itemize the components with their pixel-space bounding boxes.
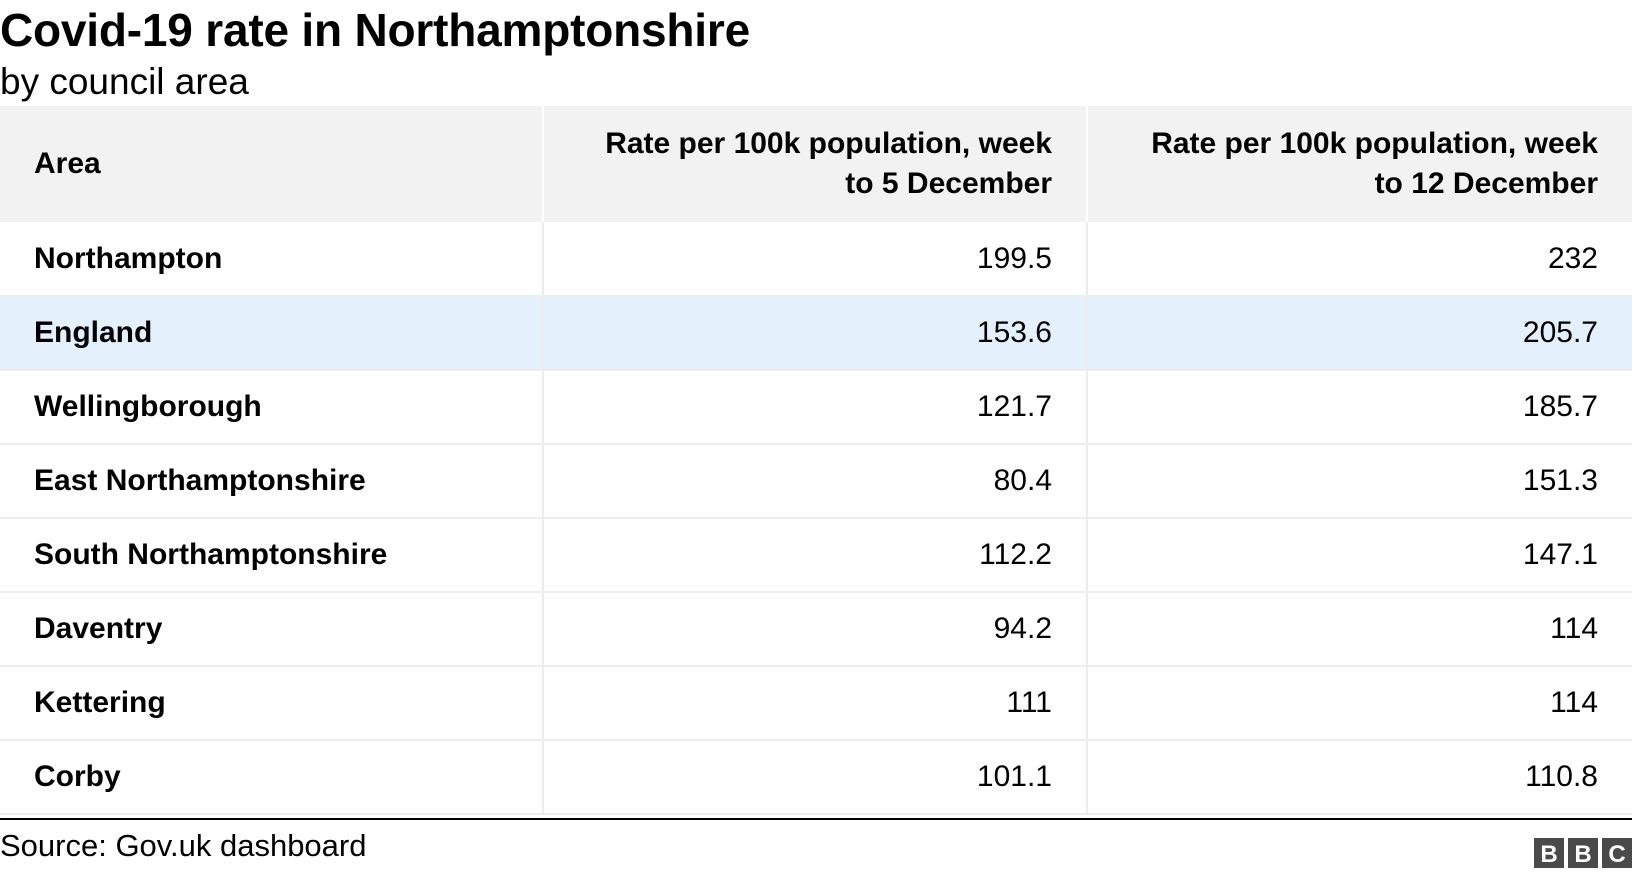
rate-week-12-dec-cell: 114 (1087, 666, 1632, 741)
rate-week-12-dec-cell: 147.1 (1087, 518, 1632, 593)
column-header-week-to-12-december: Rate per 100k population, week to 12 Dec… (1087, 106, 1632, 222)
rate-week-12-dec-cell: 114 (1087, 592, 1632, 667)
table-row: East Northamptonshire 80.4 151.3 (0, 444, 1632, 519)
rate-week-5-dec-cell: 153.6 (543, 296, 1088, 371)
area-cell: Northampton (0, 222, 544, 297)
source-note: Source: Gov.uk dashboard (0, 828, 367, 863)
svg-text:B: B (1540, 841, 1557, 868)
rate-week-5-dec-cell: 199.5 (543, 222, 1088, 297)
area-cell: Wellingborough (0, 370, 544, 445)
chart-subtitle: by council area (0, 61, 249, 102)
footer-divider (0, 818, 1632, 820)
chart-title: Covid-19 rate in Northamptonshire (0, 4, 750, 56)
bbc-logo-icon: B B C (1534, 838, 1632, 868)
rate-week-5-dec-cell: 121.7 (543, 370, 1088, 445)
area-cell: Daventry (0, 592, 544, 667)
table-row: Daventry 94.2 114 (0, 592, 1632, 667)
table-row: Kettering 111 114 (0, 666, 1632, 741)
rate-week-12-dec-cell: 232 (1087, 222, 1632, 297)
area-cell: South Northamptonshire (0, 518, 544, 593)
rate-week-12-dec-cell: 185.7 (1087, 370, 1632, 445)
rate-week-5-dec-cell: 112.2 (543, 518, 1088, 593)
bbc-logo-block-b2: B (1568, 838, 1598, 868)
table-row-highlighted: England 153.6 205.7 (0, 296, 1632, 371)
column-header-area: Area (0, 106, 544, 222)
rate-week-12-dec-cell: 110.8 (1087, 740, 1632, 815)
rate-week-5-dec-cell: 111 (543, 666, 1088, 741)
table-row: Wellingborough 121.7 185.7 (0, 370, 1632, 445)
area-cell: England (0, 296, 544, 371)
area-cell: Corby (0, 740, 544, 815)
column-header-week-to-5-december: Rate per 100k population, week to 5 Dece… (543, 106, 1088, 222)
rate-week-5-dec-cell: 80.4 (543, 444, 1088, 519)
bbc-logo-block-c: C (1602, 838, 1632, 868)
table-row: Northampton 199.5 232 (0, 222, 1632, 297)
rate-week-12-dec-cell: 151.3 (1087, 444, 1632, 519)
table-header-row: Area Rate per 100k population, week to 5… (0, 106, 1632, 222)
rate-week-12-dec-cell: 205.7 (1087, 296, 1632, 371)
svg-text:B: B (1574, 841, 1591, 868)
area-cell: East Northamptonshire (0, 444, 544, 519)
data-table: Area Rate per 100k population, week to 5… (0, 106, 1632, 815)
table-row: South Northamptonshire 112.2 147.1 (0, 518, 1632, 593)
bbc-logo-block-b1: B (1534, 838, 1564, 868)
table-row: Corby 101.1 110.8 (0, 740, 1632, 815)
rate-week-5-dec-cell: 101.1 (543, 740, 1088, 815)
area-cell: Kettering (0, 666, 544, 741)
svg-text:C: C (1608, 841, 1625, 868)
rate-week-5-dec-cell: 94.2 (543, 592, 1088, 667)
